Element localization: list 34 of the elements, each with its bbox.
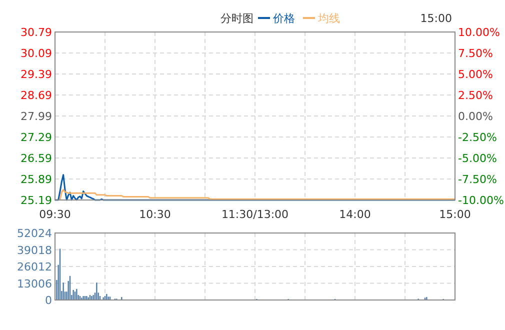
legend-label: 价格	[272, 12, 295, 25]
y-tick-label: 30.79	[20, 26, 52, 39]
x-tick-label: 10:30	[139, 208, 171, 221]
y-tick-label: 27.99	[20, 110, 52, 123]
y-tick-label: 39018	[17, 244, 52, 257]
y-tick-label: 29.39	[20, 68, 52, 81]
y-tick-label: 30.09	[20, 47, 52, 60]
y-tick-label: 13006	[17, 277, 52, 290]
y2-tick-label: -2.50%	[458, 131, 497, 144]
x-tick-label: 15:00	[439, 208, 471, 221]
text: 15:00	[420, 12, 452, 25]
y2-tick-label: 0.00%	[458, 110, 493, 123]
y-tick-label: 25.19	[20, 194, 52, 207]
legend-label: 均线	[317, 12, 340, 25]
y2-tick-label: 10.00%	[458, 26, 500, 39]
y-tick-label: 27.29	[20, 131, 52, 144]
y2-tick-label: 5.00%	[458, 68, 493, 81]
line-series	[59, 189, 456, 201]
y-tick-label: 25.89	[20, 173, 52, 186]
y-tick-label: 52024	[17, 227, 52, 240]
y-tick-label: 26012	[17, 260, 52, 274]
y2-tick-label: -5.00%	[458, 152, 497, 165]
line-series	[54, 174, 456, 201]
x-tick-label: 09:30	[39, 208, 71, 221]
y2-tick-label: 7.50%	[458, 47, 493, 60]
x-tick-label: 14:00	[339, 208, 371, 221]
y2-tick-label: 2.50%	[458, 89, 493, 102]
y2-tick-label: -10.00%	[458, 194, 504, 207]
y-tick-label: 0	[45, 294, 52, 307]
chart-title: 分时图	[220, 12, 254, 25]
y-tick-label: 28.69	[20, 89, 52, 102]
x-tick-label: 11:30/13:00	[221, 208, 289, 221]
y2-tick-label: -7.50%	[458, 173, 497, 186]
y-tick-label: 26.59	[20, 152, 52, 165]
